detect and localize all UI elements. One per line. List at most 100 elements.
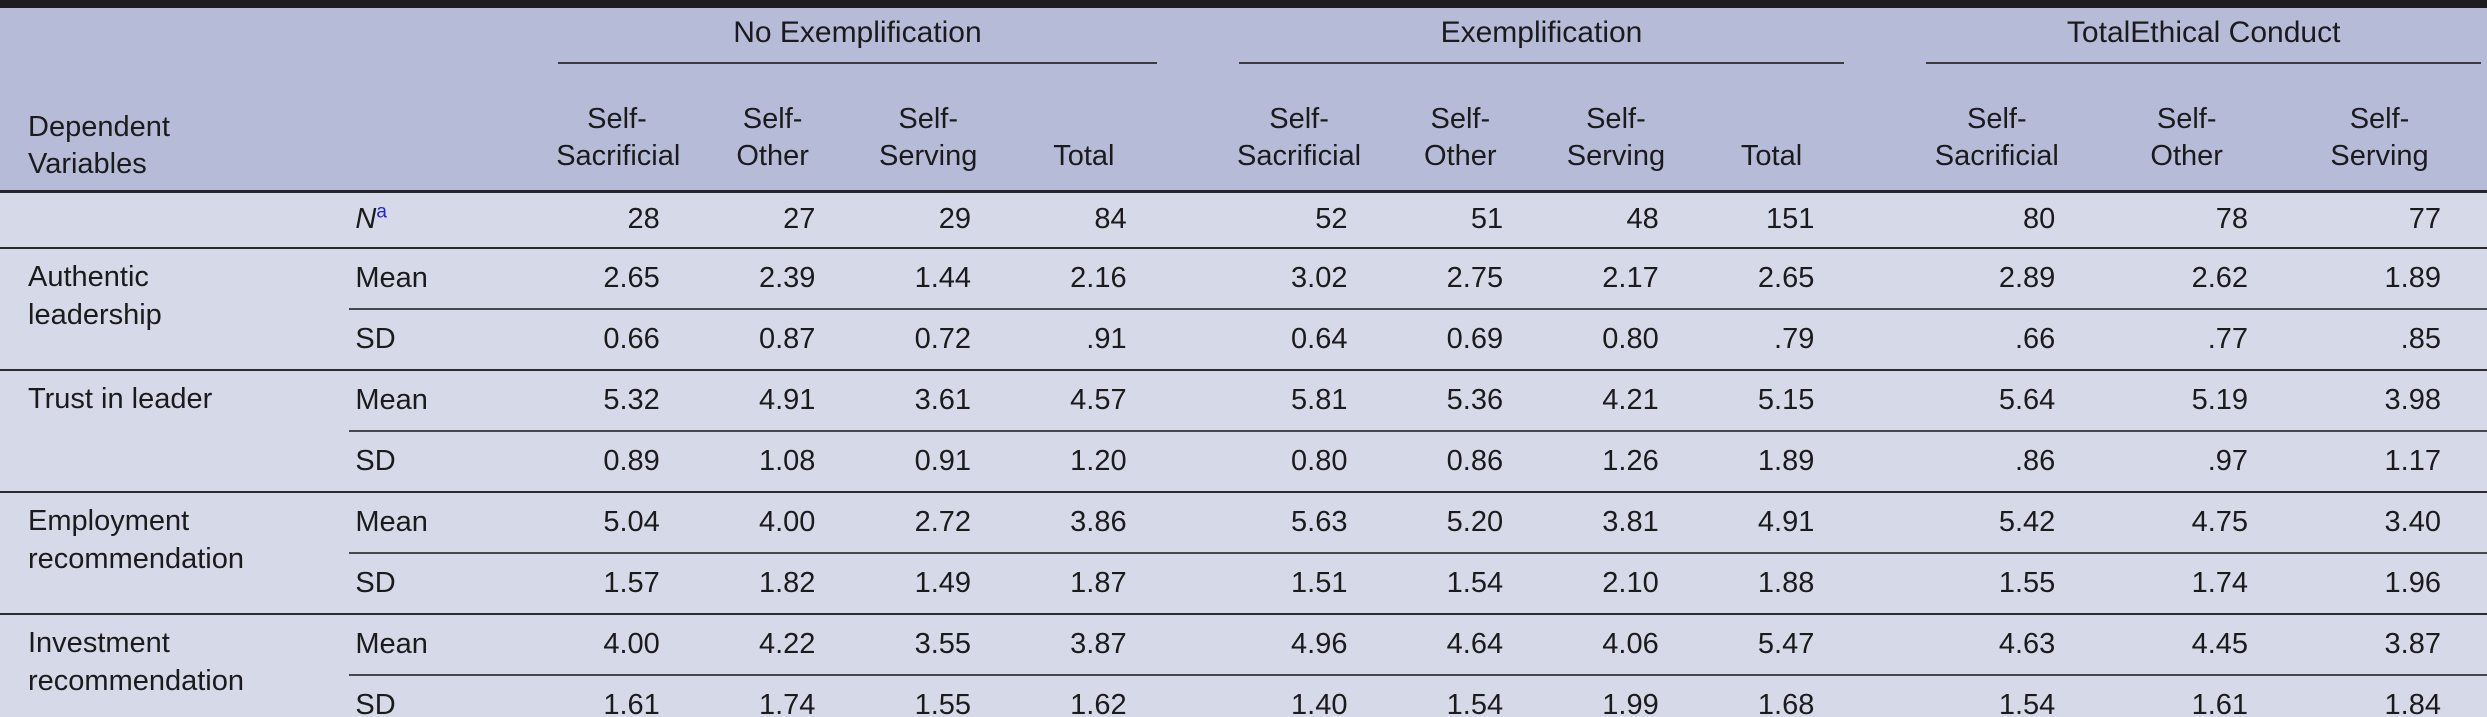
n-value: 28 xyxy=(550,191,706,249)
group-header-total-ethical-conduct: TotalEthical Conduct xyxy=(1860,4,2487,64)
empty-cell xyxy=(0,191,350,249)
sd-value: 1.89 xyxy=(1704,430,1861,493)
mean-value: 3.86 xyxy=(1017,492,1173,553)
variable-name: Employment recommendation xyxy=(0,492,350,615)
sd-value: .86 xyxy=(1860,430,2102,493)
mean-value: 2.16 xyxy=(1017,248,1173,309)
mean-value: 2.72 xyxy=(861,492,1018,553)
sd-value: 1.62 xyxy=(1017,674,1173,717)
column-header-row: Self- Sacrificial Self- Other Self- Serving… xyxy=(0,64,2487,193)
mean-value: 4.06 xyxy=(1549,614,1705,675)
mean-row: Trust in leader Mean 5.32 4.91 3.61 4.57… xyxy=(0,370,2487,493)
sd-value: 1.61 xyxy=(2101,674,2295,717)
sd-value: 1.51 xyxy=(1172,552,1394,615)
group-underline: No Exemplification xyxy=(558,13,1157,64)
sd-row: SD 0.66 0.87 0.72 .91 0.64 0.69 0.80 .79… xyxy=(0,308,2487,371)
group-label: TotalEthical Conduct xyxy=(2066,16,2341,49)
variable-name: Authentic leadership xyxy=(0,248,350,371)
mean-value: 2.75 xyxy=(1393,248,1550,309)
mean-value: 3.98 xyxy=(2294,370,2487,431)
mean-value: 5.32 xyxy=(550,370,706,431)
sd-value: 1.17 xyxy=(2294,430,2487,493)
n-value: 52 xyxy=(1172,191,1394,249)
mean-value: 5.47 xyxy=(1704,614,1861,675)
mean-value: 4.00 xyxy=(705,492,862,553)
sd-value: 2.10 xyxy=(1549,552,1705,615)
group-label: No Exemplification xyxy=(733,16,982,49)
column-header: Self- Other xyxy=(1393,64,1550,193)
sd-row: SD 1.61 1.74 1.55 1.62 1.40 1.54 1.99 1.… xyxy=(0,674,2487,717)
mean-value: 5.64 xyxy=(1860,370,2102,431)
column-header: Self- Sacrificial xyxy=(1172,64,1394,193)
sd-value: 0.87 xyxy=(705,308,862,371)
sd-value: .79 xyxy=(1704,308,1861,371)
sd-value: 1.54 xyxy=(1393,674,1550,717)
column-header: Self- Serving xyxy=(1549,64,1705,193)
sd-value: 1.61 xyxy=(550,674,706,717)
sd-value: 1.74 xyxy=(2101,552,2295,615)
sd-value: .85 xyxy=(2294,308,2487,371)
mean-value: 4.21 xyxy=(1549,370,1705,431)
column-header: Self- Other xyxy=(705,64,862,193)
corner-header-label: Dependent Variables xyxy=(28,110,170,181)
mean-value: 4.63 xyxy=(1860,614,2102,675)
n-value: 84 xyxy=(1017,191,1173,249)
mean-row: Authentic leadership Mean 2.65 2.39 1.44… xyxy=(0,248,2487,371)
sd-value: .66 xyxy=(1860,308,2102,371)
corner-header: Dependent Variables xyxy=(0,4,551,193)
mean-value: 1.44 xyxy=(861,248,1018,309)
mean-value: 5.63 xyxy=(1172,492,1394,553)
mean-value: 2.89 xyxy=(1860,248,2102,309)
sd-value: 0.64 xyxy=(1172,308,1394,371)
stat-label-mean: Mean xyxy=(349,492,551,553)
stat-label-mean: Mean xyxy=(349,248,551,309)
stat-label-sd: SD xyxy=(349,308,551,371)
sd-value: .97 xyxy=(2101,430,2295,493)
n-label: Na xyxy=(349,191,551,249)
sd-row: SD 0.89 1.08 0.91 1.20 0.80 0.86 1.26 1.… xyxy=(0,430,2487,493)
sd-value: .91 xyxy=(1017,308,1173,371)
n-value: 80 xyxy=(1860,191,2102,249)
table-header: Dependent Variables No Exemplification E… xyxy=(0,4,2487,193)
n-value: 27 xyxy=(705,191,862,249)
sd-value: 0.80 xyxy=(1172,430,1394,493)
column-header: Self- Serving xyxy=(861,64,1018,193)
sd-value: 1.49 xyxy=(861,552,1018,615)
mean-value: 3.87 xyxy=(1017,614,1173,675)
mean-value: 4.57 xyxy=(1017,370,1173,431)
mean-value: 5.20 xyxy=(1393,492,1550,553)
sd-value: 1.57 xyxy=(550,552,706,615)
n-value: 48 xyxy=(1549,191,1705,249)
sd-value: 1.96 xyxy=(2294,552,2487,615)
mean-row: Employment recommendation Mean 5.04 4.00… xyxy=(0,492,2487,615)
sd-value: 1.20 xyxy=(1017,430,1173,493)
sd-value: 1.26 xyxy=(1549,430,1705,493)
column-header: Total xyxy=(1017,64,1173,193)
mean-value: 3.61 xyxy=(861,370,1018,431)
mean-value: 5.42 xyxy=(1860,492,2102,553)
n-value: 151 xyxy=(1704,191,1861,249)
mean-value: 1.89 xyxy=(2294,248,2487,309)
footnote-marker: a xyxy=(376,201,387,223)
mean-value: 5.19 xyxy=(2101,370,2295,431)
mean-value: 3.55 xyxy=(861,614,1018,675)
stat-label-mean: Mean xyxy=(349,370,551,431)
sd-value: 0.80 xyxy=(1549,308,1705,371)
stat-label-mean: Mean xyxy=(349,614,551,675)
mean-value: 5.15 xyxy=(1704,370,1861,431)
mean-value: 5.36 xyxy=(1393,370,1550,431)
sd-value: 0.72 xyxy=(861,308,1018,371)
sd-value: 1.55 xyxy=(861,674,1018,717)
sd-value: 1.54 xyxy=(1860,674,2102,717)
mean-value: 5.81 xyxy=(1172,370,1394,431)
column-header: Self- Serving xyxy=(2294,64,2487,193)
group-header-exemplification: Exemplification xyxy=(1172,4,1861,64)
mean-value: 2.65 xyxy=(1704,248,1861,309)
mean-value: 2.62 xyxy=(2101,248,2295,309)
n-value: 77 xyxy=(2294,191,2487,249)
n-value: 78 xyxy=(2101,191,2295,249)
column-header: Self- Sacrificial xyxy=(1860,64,2102,193)
group-underline: Exemplification xyxy=(1238,13,1845,64)
